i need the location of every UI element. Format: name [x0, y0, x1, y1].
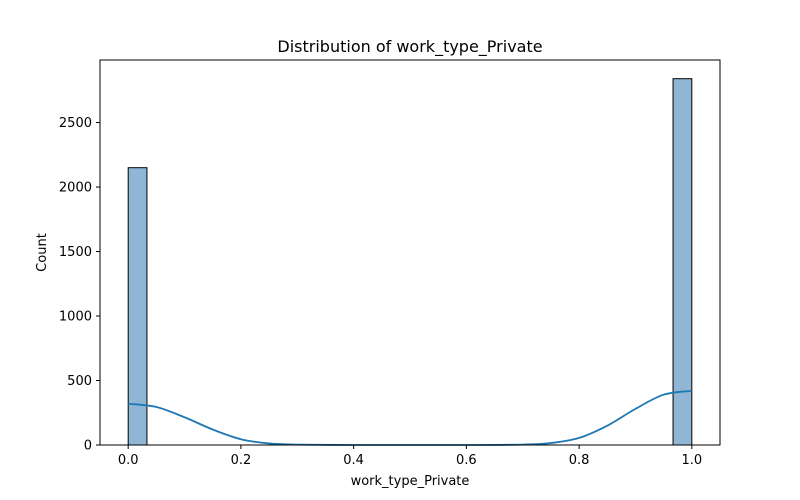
plot-frame: [99, 59, 721, 446]
x-tick-label-0: 0.0: [118, 453, 139, 468]
y-tick-label-4: 2000: [59, 181, 92, 196]
y-axis-label: Count: [35, 233, 50, 272]
y-tick-label-0: 0: [84, 439, 92, 454]
y-tick-label-1: 500: [67, 374, 92, 389]
histogram-bar-1: [672, 78, 693, 446]
x-tick-label-4: 0.8: [569, 453, 590, 468]
y-tick-label-2: 1000: [59, 310, 92, 325]
y-tick-label-5: 2500: [59, 116, 92, 131]
kde-curve: [128, 389, 692, 446]
y-axis-ticks: 0 500 1000 1500 2000 2500: [59, 116, 100, 454]
x-tick-label-3: 0.6: [456, 453, 477, 468]
x-tick-label-5: 1.0: [681, 453, 702, 468]
x-axis-label: work_type_Private: [351, 474, 470, 489]
bars-group: [127, 78, 693, 446]
x-tick-label-1: 0.2: [231, 453, 252, 468]
x-axis-ticks: 0.0 0.2 0.4 0.6 0.8 1.0: [118, 445, 702, 468]
x-tick-label-2: 0.4: [343, 453, 364, 468]
y-tick-label-3: 1500: [59, 245, 92, 260]
chart-title: Distribution of work_type_Private: [277, 37, 542, 57]
